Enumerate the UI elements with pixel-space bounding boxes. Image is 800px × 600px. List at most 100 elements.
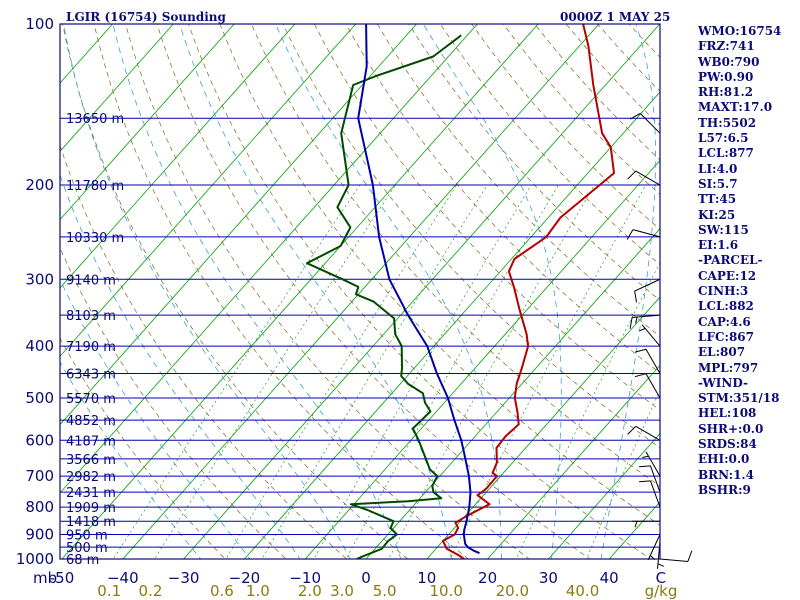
isotherm (426, 296, 660, 559)
index-item: SRDS:84 (698, 437, 757, 452)
mixing-ratio-line (313, 184, 532, 559)
isotherm (0, 12, 2, 570)
height-label: 3566 m (66, 453, 116, 468)
isotherm (60, 24, 357, 357)
moist-adiabat (63, 24, 351, 559)
index-item: HEL:108 (698, 406, 757, 421)
moist-adiabat (60, 361, 202, 559)
isotherm (365, 228, 660, 559)
pressure-tick-label: 200 (25, 176, 54, 194)
height-label: 10330 m (66, 231, 124, 246)
height-label: 11780 m (66, 179, 124, 194)
temperature-tick-label: 10 (417, 569, 436, 587)
wind-barb (645, 373, 661, 399)
isotherm (60, 24, 418, 426)
moist-adiabat (60, 278, 251, 559)
temperature-tick-label: −10 (289, 569, 321, 587)
isotherm (0, 12, 62, 570)
height-label: 4852 m (66, 414, 116, 429)
index-item: TT:45 (698, 192, 737, 207)
mixing-ratio-tick-label: 10.0 (430, 582, 463, 600)
wind-barb-flag (634, 291, 638, 303)
index-item: LFC:867 (698, 329, 754, 344)
pressure-tick-label: 400 (25, 337, 54, 355)
isotherm (61, 24, 539, 559)
mixing-ratio-tick-label: 2.0 (298, 582, 322, 600)
wind-barb (634, 278, 661, 292)
wind-barb (649, 480, 661, 508)
dry-adiabat (60, 337, 226, 559)
mixing-ratio-line (112, 184, 361, 559)
background-lines (0, 12, 660, 570)
index-item: SHR+:0.0 (698, 421, 764, 436)
index-item: WB0:790 (698, 54, 760, 69)
index-item: EI:1.6 (698, 238, 739, 253)
wind-barb (635, 425, 661, 441)
height-label: 68 m (66, 553, 99, 568)
wind-barb-flag (639, 465, 651, 468)
mixing-ratio-tick-label: 1.0 (246, 582, 270, 600)
dry-adiabat (188, 24, 652, 559)
isotherm (60, 24, 174, 152)
moist-adiabat (275, 24, 503, 559)
isotherm (487, 364, 660, 559)
pressure-tick-label: 300 (25, 270, 54, 288)
height-label: 9140 m (66, 273, 116, 288)
mixing-ratio-tick-label: 0.6 (210, 582, 234, 600)
wind-barb-flag (657, 563, 664, 567)
index-item: PW:0.90 (698, 69, 754, 84)
wind-barb (649, 465, 661, 493)
wind-barb (635, 170, 661, 186)
height-label: 13650 m (66, 112, 124, 127)
height-label: 1909 m (66, 501, 116, 516)
temperature-tick-label: −20 (229, 569, 261, 587)
plot-frame (59, 23, 661, 560)
moist-adiabat (112, 24, 402, 559)
height-label: 2431 m (66, 486, 116, 501)
mixing-ratio-tick-label: 0.1 (97, 582, 121, 600)
isotherm (183, 24, 660, 559)
index-item: SW:115 (698, 222, 749, 237)
dry-adiabat (377, 24, 660, 337)
isotherm (122, 24, 600, 559)
moist-adiabat (422, 24, 562, 559)
mixing-ratio-unit-label: g/kg (645, 582, 678, 600)
index-item: -WIND- (698, 375, 748, 390)
pressure-unit-label: mb (33, 569, 57, 587)
temperature-tick-label: -50 (50, 569, 75, 587)
index-item: FRZ:741 (698, 39, 755, 54)
index-item: WMO:16754 (698, 24, 782, 38)
dry-adiabat (60, 144, 348, 559)
index-item: MPL:797 (698, 360, 759, 375)
index-item: SI:5.7 (698, 176, 738, 191)
chart-datetime: 0000Z 1 MAY 25 (560, 10, 670, 24)
wind-barb-flag (630, 112, 641, 120)
temperature-tick-label: 30 (539, 569, 558, 587)
height-label: 1418 m (66, 515, 116, 530)
moist-adiabat (600, 24, 656, 559)
index-item: EHI:0.0 (698, 452, 750, 467)
height-labels: 13650 m 11780 m 10330 m 9140 m 8103 m 7190 m 6… (66, 112, 124, 568)
height-label: 6343 m (66, 367, 116, 382)
index-item: RH:81.2 (698, 85, 753, 100)
index-item: CAPE:12 (698, 268, 757, 283)
wind-barb-flag (629, 317, 633, 329)
mixing-ratio-tick-label: 0.2 (139, 582, 163, 600)
moist-adiabat (60, 173, 301, 559)
height-label: 2982 m (66, 470, 116, 485)
temperature-tick-label: −40 (107, 569, 139, 587)
index-item: BSHR:9 (698, 482, 751, 497)
mixing-ratio-tick-label: 5.0 (373, 582, 397, 600)
dry-adiabat (313, 24, 660, 411)
pressure-tick-label: 700 (25, 467, 54, 485)
mixing-ratio-tick-label: 40.0 (566, 582, 599, 600)
pressure-tick-label: 100 (25, 15, 54, 33)
mixing-ratio-line (515, 261, 660, 559)
dry-adiabat (345, 24, 660, 374)
wind-barb-flag (635, 316, 638, 324)
index-item: TH:5502 (698, 115, 757, 130)
height-label: 950 m (66, 529, 108, 544)
isotherm (243, 91, 660, 559)
dry-adiabat (93, 24, 469, 559)
